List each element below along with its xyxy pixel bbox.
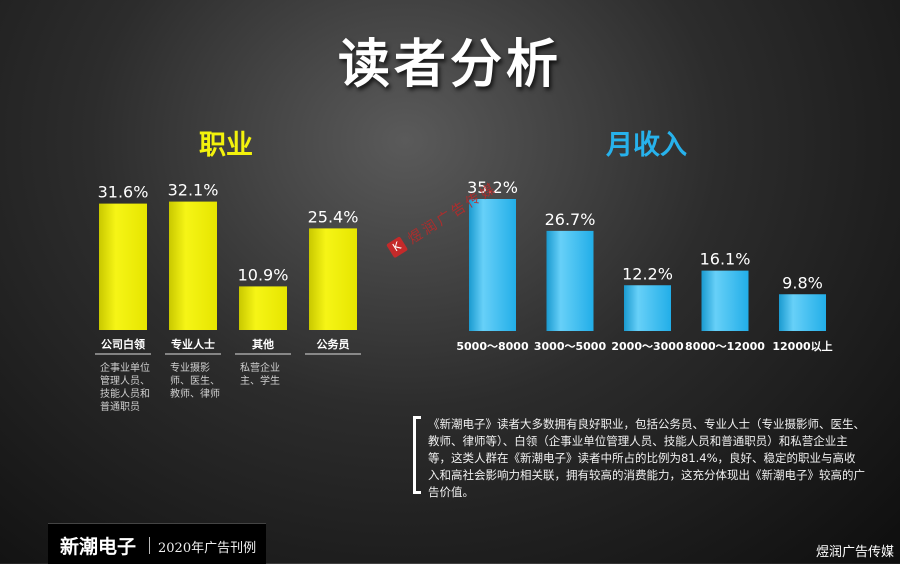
slide-title: 读者分析 [337,35,562,95]
occupation-desc-1: 专业摄影师、医生、教师、律师 [170,363,220,400]
footer-subtitle: 2020年广告刊例 [158,541,257,556]
occupation-bar-2 [239,286,287,330]
summary-note: 《新潮电子》读者大多数拥有良好职业，包括公务员、专业人士（专业摄影师、医生、教师… [413,416,866,499]
occupation-bar-1 [169,201,217,330]
occupation-value-label-2: 10.9% [238,265,289,284]
income-value-label-1: 26.7% [545,210,596,229]
income-value-label-3: 16.1% [700,250,751,269]
occupation-category-label-2: 其他 [252,337,274,351]
footer-brand: 新潮电子 [60,536,137,558]
occupation-value-label-0: 31.6% [98,183,149,202]
corner-watermark: 煜润广告传媒 [815,545,894,560]
income-category-label-2: 2000～3000 [611,340,684,353]
income-value-label-0: 35.2% [467,178,518,197]
income-category-label-3: 8000～12000 [685,340,765,353]
occupation-desc-2: 私营企业主、学生 [240,363,280,387]
income-bar-0 [469,199,516,331]
footer-bar: 新潮电子 2020年广告刊例 [48,523,266,564]
income-category-label-0: 5000～8000 [456,340,529,353]
income-bar-1 [546,230,594,331]
income-category-label-1: 3000～5000 [534,340,607,353]
occupation-category-label-3: 公务员 [317,337,350,351]
income-value-label-2: 12.2% [622,264,673,283]
bracket-top [413,416,421,419]
occupation-category-label-1: 专业人士 [171,337,215,351]
occupation-desc-0: 企事业单位管理人员、技能人员和普通职员 [100,363,150,413]
income-value-label-4: 9.8% [782,273,823,292]
occupation-value-label-1: 32.1% [168,181,219,200]
income-chart-title: 月收入 [606,130,687,161]
occupation-value-label-3: 25.4% [308,207,359,226]
income-bar-4 [779,294,826,331]
occupation-chart-title: 职业 [199,130,253,161]
income-bar-3 [701,270,749,331]
income-bar-2 [624,285,671,331]
income-category-label-4: 12000以上 [772,339,832,353]
summary-note-text: 《新潮电子》读者大多数拥有良好职业，包括公务员、专业人士（专业摄影师、医生、教师… [428,417,865,499]
bracket-bottom [413,491,421,494]
occupation-bar-0 [99,203,147,330]
occupation-bar-3 [309,228,357,330]
occupation-category-label-0: 公司白领 [101,337,145,351]
footer-divider [149,537,150,554]
